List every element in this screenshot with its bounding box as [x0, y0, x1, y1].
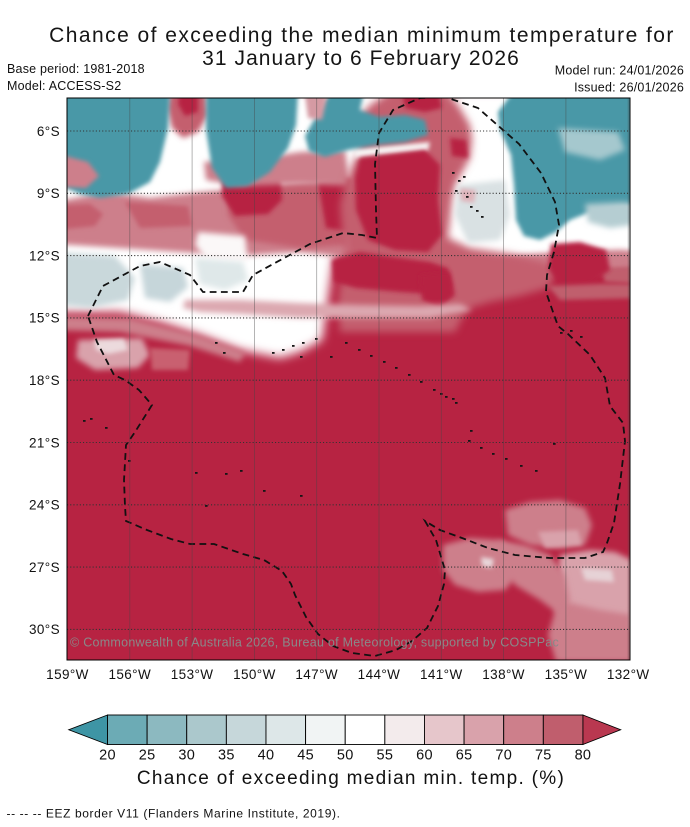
svg-text:156°W: 156°W	[108, 667, 151, 682]
svg-text:147°W: 147°W	[295, 667, 338, 682]
svg-text:50: 50	[337, 748, 354, 764]
svg-text:150°W: 150°W	[233, 667, 276, 682]
svg-text:60: 60	[416, 748, 433, 764]
svg-text:55: 55	[376, 748, 393, 764]
svg-text:141°W: 141°W	[420, 667, 463, 682]
svg-text:21°S: 21°S	[29, 435, 60, 450]
svg-text:40: 40	[258, 748, 275, 764]
svg-text:30: 30	[178, 748, 195, 764]
svg-text:153°W: 153°W	[171, 667, 214, 682]
svg-text:9°S: 9°S	[37, 186, 60, 201]
svg-text:135°W: 135°W	[545, 667, 588, 682]
svg-text:Chance of exceeding the median: Chance of exceeding the median minimum t…	[49, 24, 675, 47]
svg-text:144°W: 144°W	[358, 667, 401, 682]
svg-text:75: 75	[535, 748, 552, 764]
svg-text:27°S: 27°S	[29, 560, 60, 575]
svg-text:Issued: 26/01/2026: Issued: 26/01/2026	[574, 81, 684, 95]
svg-text:© Commonwealth of Australia 20: © Commonwealth of Australia 2026, Bureau…	[70, 636, 559, 650]
svg-text:6°S: 6°S	[37, 124, 60, 139]
svg-text:Model: ACCESS-S2: Model: ACCESS-S2	[7, 79, 121, 93]
svg-text:80: 80	[575, 748, 592, 764]
svg-text:20: 20	[99, 748, 116, 764]
svg-text:35: 35	[218, 748, 235, 764]
svg-text:18°S: 18°S	[29, 373, 60, 388]
svg-text:-- -- -- EEZ border V11 (Fla: -- -- -- EEZ border V11 (Flanders Marine…	[7, 807, 341, 821]
svg-text:24°S: 24°S	[29, 498, 60, 513]
svg-text:31 January to 6 February 2026: 31 January to 6 February 2026	[202, 47, 520, 70]
svg-text:25: 25	[139, 748, 156, 764]
svg-text:Chance of exceeding median min: Chance of exceeding median min. temp. (%…	[137, 768, 565, 789]
svg-text:30°S: 30°S	[29, 622, 60, 637]
svg-text:132°W: 132°W	[607, 667, 650, 682]
svg-text:159°W: 159°W	[46, 667, 89, 682]
svg-text:15°S: 15°S	[29, 311, 60, 326]
svg-text:12°S: 12°S	[29, 248, 60, 263]
svg-text:138°W: 138°W	[482, 667, 525, 682]
svg-text:Model run: 24/01/2026: Model run: 24/01/2026	[555, 64, 684, 78]
svg-text:Base period: 1981-2018: Base period: 1981-2018	[7, 62, 145, 76]
svg-text:45: 45	[297, 748, 314, 764]
svg-text:65: 65	[456, 748, 473, 764]
svg-text:70: 70	[495, 748, 512, 764]
